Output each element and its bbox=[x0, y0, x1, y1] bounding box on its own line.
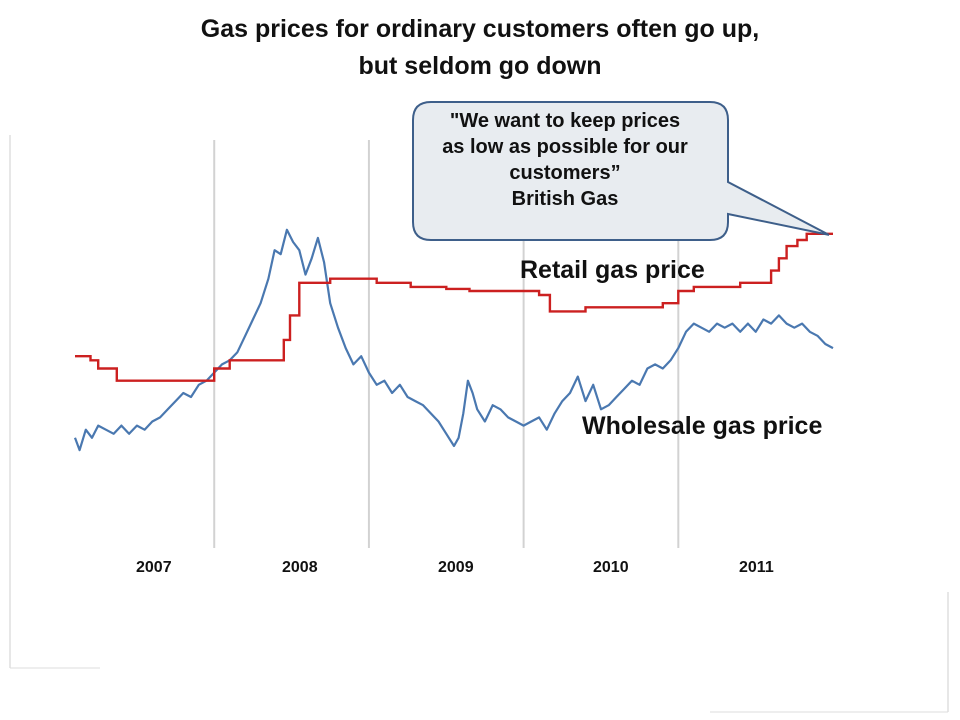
callout-shape bbox=[412, 101, 830, 241]
chart-title-line-2: but seldom go down bbox=[358, 52, 602, 80]
x-tick-label-2008: 2008 bbox=[282, 559, 318, 576]
callout-text: "We want to keep prices as low as possib… bbox=[420, 108, 710, 212]
callout-line-3: customers” bbox=[509, 162, 621, 184]
callout-bubble bbox=[412, 101, 830, 241]
chart-frame bbox=[9, 135, 949, 713]
x-tick-label-2009: 2009 bbox=[438, 559, 474, 576]
wholesale-series-label: Wholesale gas price bbox=[582, 412, 823, 440]
retail-series-label: Retail gas price bbox=[520, 256, 705, 284]
callout-line-2: as low as possible for our bbox=[442, 136, 688, 158]
wholesale-price-line bbox=[73, 228, 834, 452]
x-tick-label-2010: 2010 bbox=[593, 559, 629, 576]
x-tick-label-2007: 2007 bbox=[136, 559, 172, 576]
callout-line-1: "We want to keep prices bbox=[449, 110, 681, 132]
chart-title-line-1: Gas prices for ordinary customers often … bbox=[200, 15, 760, 43]
series-lines bbox=[73, 228, 834, 452]
x-tick-label-2011: 2011 bbox=[739, 559, 774, 576]
retail-price-line bbox=[75, 232, 833, 382]
callout-line-4: British Gas bbox=[511, 188, 619, 210]
